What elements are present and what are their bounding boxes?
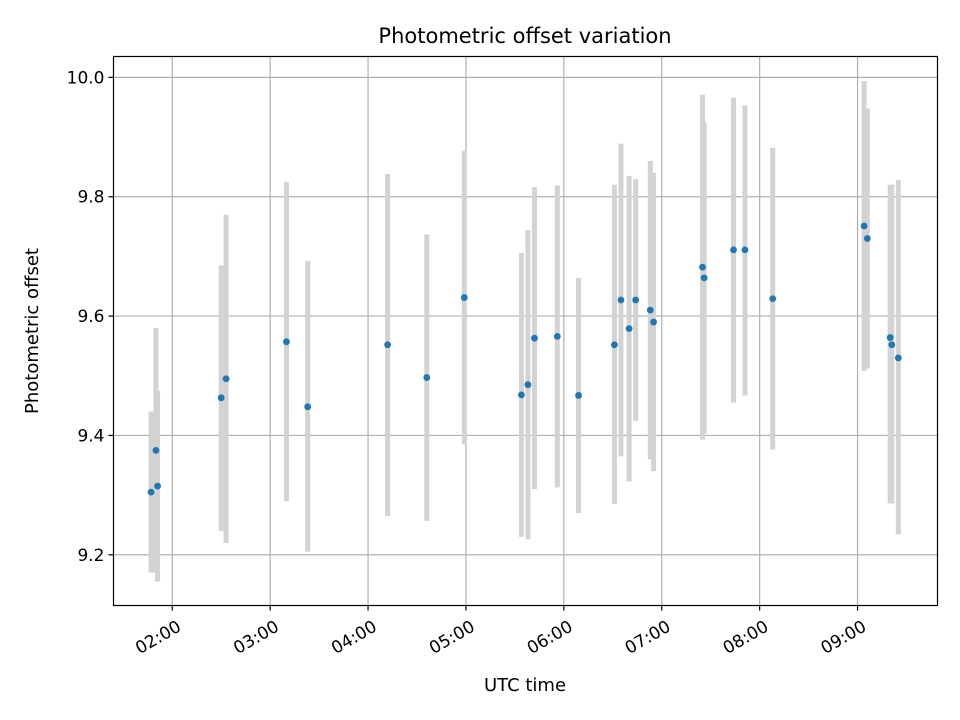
data-point <box>700 274 708 282</box>
data-point <box>860 222 868 230</box>
data-point <box>699 263 706 271</box>
data-point <box>152 446 160 454</box>
x-tick-label: 05:00 <box>426 617 478 659</box>
data-point <box>894 354 902 362</box>
data-point <box>304 403 312 411</box>
data-point <box>741 246 749 254</box>
data-point <box>154 482 161 490</box>
x-tick-label: 09:00 <box>818 617 870 659</box>
data-points <box>147 222 902 496</box>
x-tick-label: 03:00 <box>230 617 282 659</box>
data-point <box>575 392 582 399</box>
data-point <box>384 341 392 349</box>
x-tick-label: 04:00 <box>328 617 380 659</box>
data-point <box>611 341 618 349</box>
x-tick-label: 08:00 <box>720 617 772 659</box>
data-point <box>147 488 155 496</box>
data-point <box>888 341 896 349</box>
data-point <box>217 394 225 402</box>
data-point <box>886 334 894 341</box>
error-bars <box>148 80 901 582</box>
data-point <box>518 391 525 399</box>
x-tick-label: 06:00 <box>524 617 576 659</box>
x-tick-label: 07:00 <box>622 617 674 659</box>
ticks: 02:00 03:00 04:00 05:00 06:00 07:00 08:00 09:00… <box>67 68 870 658</box>
data-point <box>863 235 871 242</box>
grid <box>113 56 938 606</box>
data-point <box>531 334 538 342</box>
data-point <box>625 325 633 333</box>
data-point <box>283 338 290 346</box>
y-tick-label: 9.2 <box>77 546 104 566</box>
y-axis-label: Photometric offset <box>22 248 43 414</box>
x-axis-label: UTC time <box>484 675 566 696</box>
y-tick-label: 9.6 <box>77 307 104 327</box>
data-point <box>769 295 777 303</box>
y-tick-label: 9.8 <box>77 188 104 208</box>
plot-frame <box>112 55 939 607</box>
data-point <box>460 294 468 301</box>
data-point <box>646 306 654 314</box>
y-tick-label: 10.0 <box>67 68 105 88</box>
data-point <box>730 246 737 254</box>
chart-title: Photometric offset variation <box>378 24 671 48</box>
x-tick-label: 02:00 <box>132 617 184 659</box>
data-point <box>222 375 230 383</box>
data-point <box>524 381 532 389</box>
data-point <box>632 296 640 304</box>
data-point <box>423 374 431 381</box>
data-point <box>553 332 561 340</box>
data-point <box>617 296 625 304</box>
data-point <box>650 318 657 326</box>
y-tick-label: 9.4 <box>77 426 104 446</box>
